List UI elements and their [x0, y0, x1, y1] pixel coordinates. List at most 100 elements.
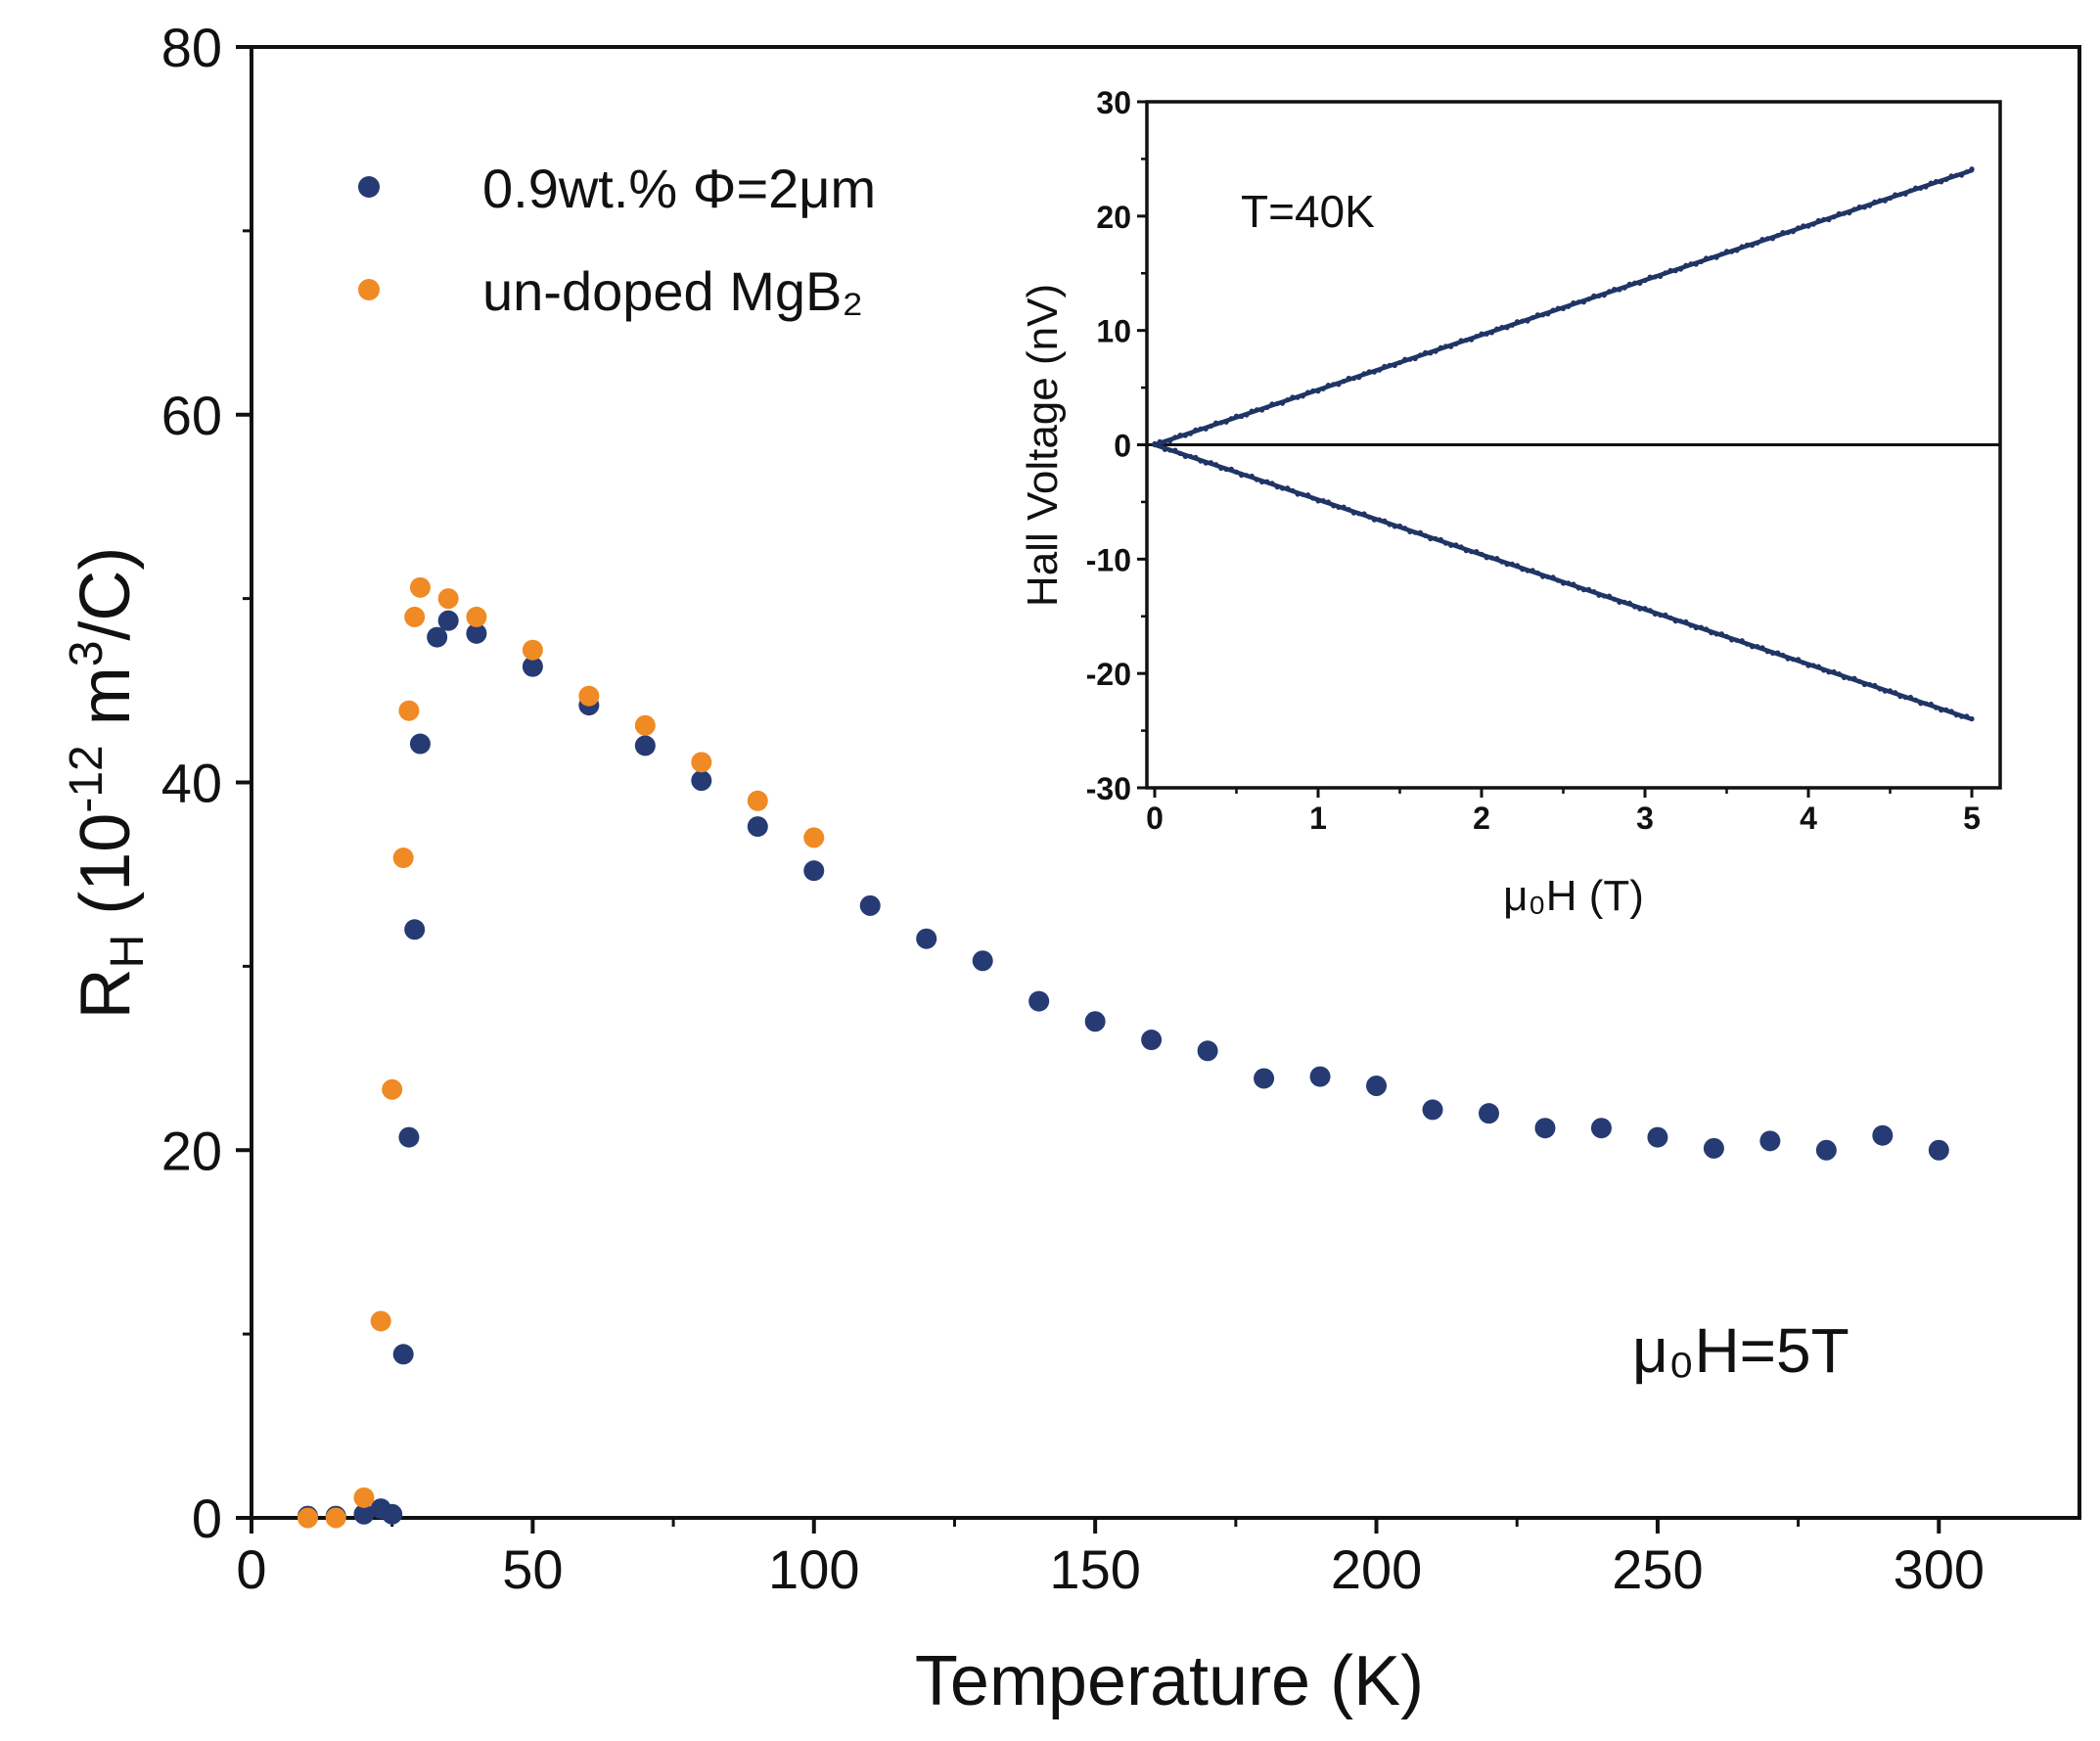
- inset-positive-point: [1861, 205, 1867, 210]
- inset-positive-point: [1249, 408, 1255, 414]
- inset-positive-point: [1939, 179, 1944, 185]
- inset-x-axis-ticks: 0 1 2 3 4 5: [1146, 788, 1981, 836]
- main-y-tick-label: 60: [161, 385, 222, 446]
- inset-negative-point: [1269, 481, 1275, 486]
- inset-negative-point: [1479, 551, 1484, 558]
- legend-label-doped: 0.9wt.% Φ=2μm: [482, 158, 876, 219]
- inset-negative-point: [1525, 568, 1530, 573]
- inset-positive-point: [1550, 307, 1556, 313]
- inset-x-tick-label: 1: [1309, 801, 1327, 836]
- inset-negative-point: [1907, 694, 1913, 701]
- main-x-tick-label: 100: [768, 1538, 859, 1600]
- inset-positive-point: [1836, 210, 1842, 216]
- inset-negative-point: [1856, 678, 1862, 684]
- inset-positive-point: [1959, 172, 1965, 178]
- inset-x-axis-title: μ₀H (T): [1503, 872, 1644, 920]
- inset-negative-point: [1529, 568, 1535, 573]
- inset-positive-point: [1274, 400, 1280, 406]
- inset-negative-point: [1325, 499, 1331, 505]
- inset-positive-point: [1545, 311, 1551, 317]
- inset-positive-point: [1320, 386, 1326, 391]
- inset-positive-point: [1469, 337, 1475, 343]
- inset-negative-point: [1796, 657, 1802, 663]
- inset-negative-point: [1713, 631, 1719, 637]
- inset-negative-point: [1438, 536, 1443, 542]
- inset-negative-point: [1621, 599, 1627, 605]
- inset-positive-point: [1254, 407, 1259, 413]
- inset-positive-point: [1626, 281, 1632, 287]
- inset-positive-point: [1295, 394, 1301, 400]
- inset-negative-point: [1887, 688, 1894, 694]
- doped-data-point: [1647, 1126, 1668, 1148]
- inset-positive-point: [1279, 400, 1286, 406]
- inset-positive-point: [1729, 249, 1735, 254]
- inset-positive-point: [1203, 426, 1209, 432]
- inset-negative-point: [1346, 507, 1351, 513]
- inset-positive-point: [1856, 204, 1862, 210]
- inset-plot: 0 1 2 3 4 5 -30 -20 -10 0 10 20 30 μ₀H (T) Hall Vol…: [1019, 85, 2002, 920]
- inset-negative-point: [1152, 440, 1158, 446]
- undoped-data-point: [522, 639, 543, 661]
- inset-negative-point: [1396, 523, 1403, 529]
- inset-negative-point: [1893, 690, 1898, 696]
- inset-positive-point: [1428, 350, 1434, 356]
- inset-positive-point: [1529, 315, 1535, 321]
- inset-positive-point: [1867, 203, 1873, 208]
- inset-positive-point: [1943, 176, 1949, 182]
- inset-negative-point: [1617, 599, 1622, 606]
- inset-positive-point: [1693, 261, 1699, 267]
- inset-negative-point: [1514, 563, 1521, 569]
- inset-positive-point: [1193, 427, 1199, 433]
- main-x-tick-label: 200: [1331, 1538, 1422, 1600]
- inset-negative-point: [1295, 491, 1301, 497]
- inset-positive-point: [1887, 195, 1894, 202]
- inset-positive-point: [1948, 173, 1954, 179]
- doped-data-point: [398, 1126, 420, 1148]
- inset-negative-point: [1208, 460, 1213, 466]
- inset-positive-point: [1520, 318, 1526, 324]
- inset-negative-point: [1198, 458, 1204, 464]
- inset-negative-point: [1734, 637, 1740, 643]
- inset-positive-point: [1499, 324, 1505, 331]
- inset-positive-point: [1488, 330, 1494, 336]
- inset-positive-point: [1769, 236, 1776, 242]
- inset-positive-point: [1953, 172, 1959, 178]
- inset-negative-point: [1847, 675, 1852, 681]
- inset-positive-point: [1504, 325, 1510, 331]
- y-title-unit: m: [67, 666, 145, 725]
- inset-positive-point: [1907, 188, 1913, 194]
- inset-positive-point: [1305, 389, 1311, 395]
- inset-y-tick-label: -10: [1086, 542, 1131, 577]
- inset-negative-point: [1831, 668, 1837, 675]
- inset-positive-point: [1315, 389, 1321, 394]
- inset-negative-point: [1872, 682, 1878, 688]
- inset-positive-point: [1555, 305, 1561, 311]
- inset-negative-point: [1601, 593, 1607, 599]
- inset-negative-point: [1918, 701, 1924, 707]
- y-title-unit-exponent: 3: [61, 641, 113, 667]
- inset-x-tick-label: 2: [1473, 801, 1490, 836]
- inset-positive-point: [1371, 369, 1377, 375]
- doped-data-point: [382, 1503, 403, 1525]
- inset-negative-point: [1453, 542, 1459, 548]
- inset-negative-point: [1254, 477, 1259, 482]
- doped-data-point: [1366, 1075, 1388, 1096]
- inset-negative-point: [1218, 465, 1224, 472]
- inset-negative-point: [1566, 580, 1572, 586]
- inset-curves: [1152, 166, 1975, 722]
- undoped-data-point: [803, 827, 825, 848]
- inset-negative-point: [1213, 462, 1219, 468]
- inset-negative-point: [1867, 681, 1873, 688]
- inset-negative-point: [1448, 542, 1454, 548]
- inset-positive-point: [1606, 289, 1613, 295]
- inset-negative-point: [1964, 713, 1970, 719]
- inset-positive-point: [1239, 413, 1245, 420]
- doped-data-point: [691, 770, 712, 792]
- inset-positive-point: [1407, 356, 1413, 362]
- inset-negative-point: [1228, 466, 1234, 472]
- inset-positive-point: [1417, 352, 1423, 358]
- inset-negative-point: [1305, 492, 1311, 498]
- inset-negative-point: [1723, 633, 1730, 640]
- inset-positive-point: [1667, 267, 1673, 273]
